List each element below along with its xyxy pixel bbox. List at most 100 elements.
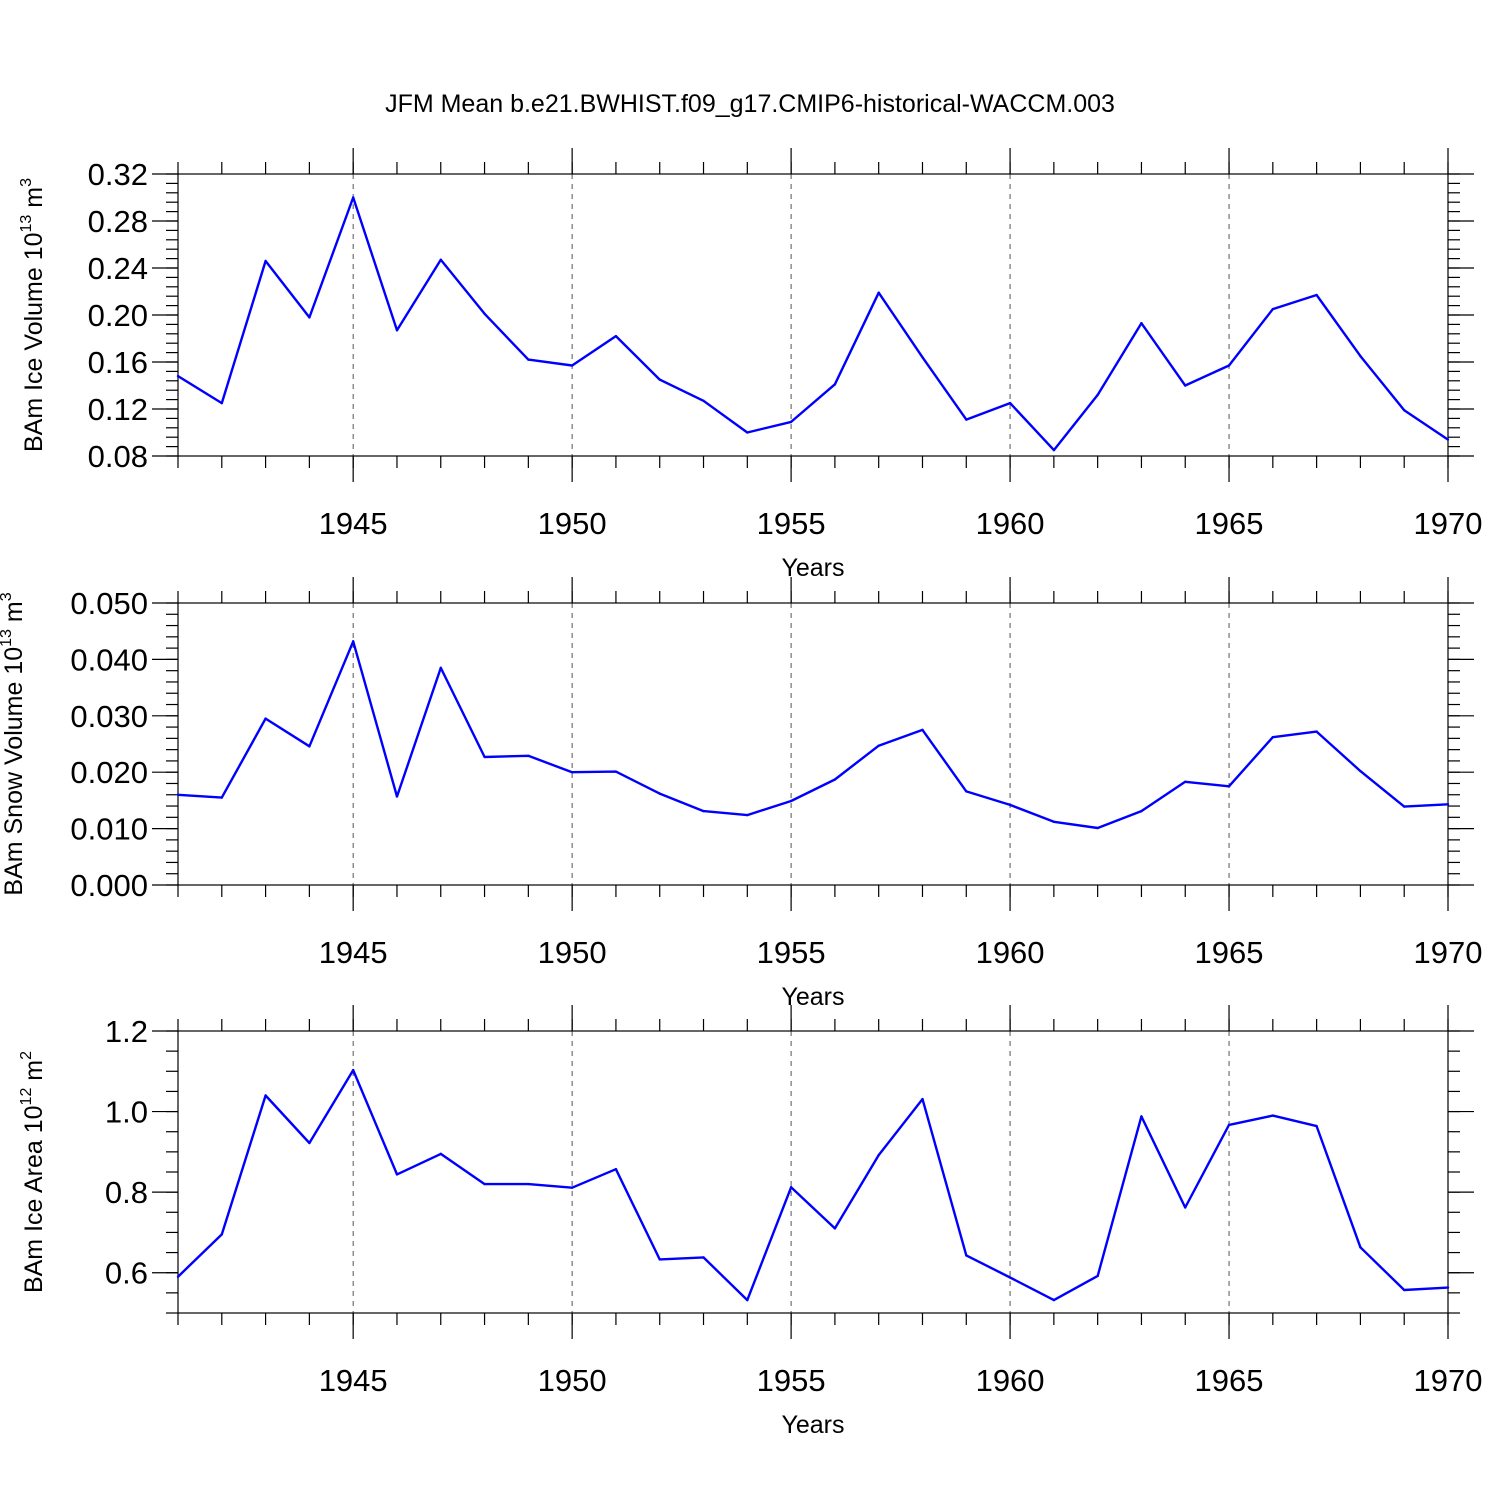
data-point bbox=[1008, 401, 1012, 405]
y-tick-label: 0.24 bbox=[88, 251, 148, 286]
y-axis-label: BAm Ice Area 1012 m2 bbox=[18, 1051, 48, 1293]
y-tick-label: 0.050 bbox=[70, 586, 148, 621]
data-point bbox=[1052, 820, 1056, 824]
data-point bbox=[921, 1097, 924, 1101]
data-point bbox=[1315, 730, 1318, 733]
data-point bbox=[570, 771, 574, 774]
data-point bbox=[702, 399, 705, 402]
data-point bbox=[220, 796, 223, 799]
data-point bbox=[220, 401, 223, 405]
data-point bbox=[877, 1153, 880, 1157]
data-point bbox=[1446, 1286, 1450, 1289]
data-point bbox=[877, 744, 880, 747]
series-line bbox=[177, 1068, 1449, 1302]
data-point bbox=[1096, 826, 1099, 830]
data-point bbox=[1096, 1274, 1099, 1278]
chart-title: JFM Mean b.e21.BWHIST.f09_g17.CMIP6-hist… bbox=[385, 90, 1115, 118]
y-tick-label: 0.20 bbox=[88, 298, 148, 333]
data-point bbox=[176, 374, 180, 378]
data-point bbox=[1271, 307, 1275, 311]
data-point bbox=[789, 1186, 793, 1189]
x-tick-label: 1955 bbox=[757, 1363, 826, 1398]
data-point bbox=[527, 358, 530, 361]
data-point bbox=[439, 666, 442, 670]
data-point bbox=[570, 1186, 574, 1189]
data-point bbox=[1140, 322, 1143, 325]
data-point bbox=[921, 356, 924, 359]
data-point bbox=[483, 755, 486, 759]
x-axis-label: Years bbox=[781, 983, 844, 1011]
data-point bbox=[746, 1298, 749, 1302]
data-point bbox=[833, 383, 837, 386]
x-tick-label: 1945 bbox=[319, 1363, 388, 1398]
x-tick-label: 1970 bbox=[1414, 506, 1483, 541]
data-point bbox=[1315, 293, 1318, 297]
y-tick-label: 0.16 bbox=[88, 345, 148, 380]
y-tick-label: 0.12 bbox=[88, 392, 148, 427]
x-tick-label: 1965 bbox=[1195, 935, 1264, 970]
data-point bbox=[1359, 354, 1362, 358]
data-point bbox=[789, 420, 793, 424]
x-axis-label: Years bbox=[781, 554, 844, 582]
y-tick-label: 1.2 bbox=[105, 1014, 148, 1049]
x-tick-label: 1955 bbox=[757, 935, 826, 970]
data-point bbox=[965, 1254, 968, 1257]
data-point bbox=[746, 431, 749, 434]
data-point bbox=[789, 799, 793, 803]
data-point bbox=[570, 364, 574, 367]
data-point bbox=[264, 1094, 267, 1097]
data-point bbox=[264, 717, 267, 720]
data-point bbox=[1184, 384, 1187, 387]
data-point bbox=[1446, 438, 1450, 441]
data-point bbox=[1052, 448, 1056, 452]
data-point bbox=[702, 1256, 705, 1259]
data-point bbox=[439, 258, 442, 261]
y-tick-label: 0.000 bbox=[70, 868, 148, 903]
data-point bbox=[527, 1182, 530, 1186]
data-point bbox=[527, 754, 530, 758]
data-point bbox=[1446, 803, 1450, 806]
data-point bbox=[395, 1173, 399, 1176]
data-point bbox=[1315, 1124, 1318, 1128]
data-point bbox=[1227, 1123, 1231, 1127]
data-point bbox=[1271, 736, 1275, 739]
data-point bbox=[395, 329, 399, 332]
y-tick-label: 0.28 bbox=[88, 204, 148, 239]
data-point bbox=[1403, 1288, 1406, 1292]
data-point bbox=[1096, 393, 1099, 397]
data-point bbox=[176, 1275, 180, 1278]
x-tick-label: 1950 bbox=[538, 1363, 607, 1398]
y-tick-label: 0.020 bbox=[70, 755, 148, 790]
plot-frame bbox=[177, 1030, 1449, 1314]
data-point bbox=[308, 316, 311, 319]
data-point bbox=[264, 259, 267, 263]
data-point bbox=[483, 312, 486, 316]
data-point bbox=[1359, 769, 1362, 773]
data-point bbox=[395, 795, 399, 798]
data-point bbox=[746, 813, 749, 817]
data-point bbox=[351, 1068, 355, 1072]
data-point bbox=[1271, 1114, 1275, 1117]
data-point bbox=[351, 640, 355, 643]
data-point bbox=[614, 1167, 618, 1171]
data-point bbox=[176, 793, 180, 796]
data-point bbox=[965, 418, 968, 421]
data-point bbox=[833, 778, 837, 781]
data-point bbox=[351, 196, 355, 199]
data-point bbox=[614, 334, 618, 338]
x-tick-label: 1960 bbox=[976, 1363, 1045, 1398]
series-line bbox=[177, 196, 1449, 452]
data-point bbox=[1184, 1206, 1187, 1209]
y-tick-label: 0.32 bbox=[88, 157, 148, 192]
plot-frame bbox=[177, 602, 1449, 886]
x-tick-label: 1945 bbox=[319, 935, 388, 970]
y-tick-label: 1.0 bbox=[105, 1095, 148, 1130]
data-point bbox=[1227, 785, 1231, 788]
x-tick-label: 1950 bbox=[538, 506, 607, 541]
data-point bbox=[1227, 364, 1231, 367]
data-point bbox=[1403, 805, 1406, 808]
data-point bbox=[921, 728, 924, 732]
x-tick-label: 1970 bbox=[1414, 935, 1483, 970]
x-tick-label: 1955 bbox=[757, 506, 826, 541]
data-point bbox=[1008, 1276, 1012, 1279]
